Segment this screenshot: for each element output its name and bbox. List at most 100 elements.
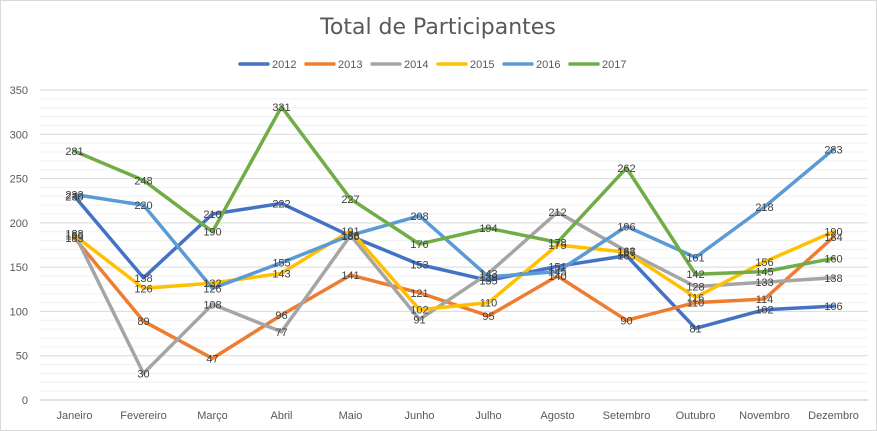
legend-label: 2012 [272,59,296,71]
x-tick-label: Agosto [540,410,574,422]
data-label-2015: 143 [272,268,290,280]
data-label-2013: 141 [341,270,359,282]
y-tick-label: 100 [10,306,28,318]
data-label-2013: 140 [548,271,566,283]
chart-title: Total de Participantes [319,15,556,40]
y-tick-label: 250 [10,174,28,186]
legend: 2012 2013 2014 2015 2016 2017 [238,59,626,71]
data-label-2012: 230 [65,191,83,203]
data-label-2013: 114 [756,294,774,306]
data-label-2015: 102 [410,305,428,317]
data-label-2014: 30 [137,368,149,380]
data-label-2016: 283 [824,144,842,156]
data-label-2012: 222 [272,198,290,210]
x-tick-label: Março [197,410,228,422]
series-line-2013 [72,235,836,361]
legend-label: 2017 [602,59,626,71]
data-label-2015: 191 [341,226,359,238]
legend-item-2015: 2015 [436,59,494,71]
data-label-2013: 90 [620,315,632,327]
data-label-2012: 102 [755,305,773,317]
series-line-2015 [72,229,836,312]
data-label-2012: 163 [617,251,635,263]
data-label-2016: 196 [617,221,635,233]
series-line-2014 [72,210,836,376]
data-label-2013: 121 [410,288,428,300]
data-label-2014: 186 [341,230,359,242]
data-label-2014: 77 [275,327,287,339]
legend-label: 2013 [338,59,362,71]
x-tick-label: Julho [475,410,501,422]
data-label-2016: 145 [548,267,566,279]
data-label-2016: 139 [479,272,497,284]
data-label-2013: 95 [482,311,494,323]
axes: 0 50 100 150 200 250 300 350 Janeiro Fevereiro Mar… [10,85,868,422]
data-label-2014: 91 [413,314,425,326]
data-label-2017: 142 [686,269,704,281]
data-label-2012: 135 [479,275,497,287]
data-label-2016: 218 [755,202,773,214]
data-label-2013: 89 [137,316,149,328]
legend-item-2013: 2013 [304,59,362,71]
data-label-2015: 156 [755,257,773,269]
y-tick-label: 50 [16,351,28,363]
data-label-2012: 106 [824,301,842,313]
data-label-2014: 143 [479,268,497,280]
x-tick-label: Novembro [739,410,790,422]
data-label-2014: 212 [548,207,566,219]
x-tick-label: Setembro [603,410,651,422]
data-label-2016: 220 [134,200,152,212]
x-tick-label: Junho [405,410,435,422]
data-label-2017: 248 [134,175,152,187]
gridlines [40,89,868,392]
data-label-2014: 108 [203,299,221,311]
x-tick-label: Outubro [676,410,716,422]
legend-item-2017: 2017 [568,59,626,71]
data-label-2015: 175 [548,240,566,252]
data-labels: 230 138 210 222 185 153 135 151 163 81 102 106 183 89… [65,102,842,381]
data-label-2012: 185 [341,231,359,243]
data-label-2014: 168 [617,246,635,258]
series-line-2017 [72,105,836,276]
data-label-2012: 210 [203,209,221,221]
data-label-2017: 281 [65,146,83,158]
data-label-2013: 47 [206,353,218,365]
data-label-2015: 167 [617,247,635,259]
y-tick-label: 350 [10,85,28,97]
data-label-2015: 132 [203,278,221,290]
data-label-2017: 194 [479,223,497,235]
y-tick-label: 150 [10,262,28,274]
x-tick-label: Dezembro [808,410,859,422]
data-label-2014: 133 [755,277,773,289]
y-tick-label: 0 [22,395,28,407]
data-label-2016: 161 [686,252,704,264]
data-label-2017: 178 [548,237,566,249]
data-label-2016: 208 [410,211,428,223]
data-label-2013: 183 [65,233,83,245]
series-line-2012 [72,194,836,331]
data-label-2015: 110 [480,298,498,310]
data-label-2014: 138 [824,273,842,285]
data-label-2014: 188 [65,228,83,240]
legend-item-2014: 2014 [370,59,428,71]
data-label-2013: 184 [824,232,842,244]
data-label-2016: 155 [272,258,290,270]
series-line-2016 [72,147,836,291]
x-tick-label: Maio [339,410,363,422]
x-tick-label: Abril [270,410,292,422]
data-label-2012: 151 [548,261,566,273]
data-label-2015: 190 [824,227,842,239]
data-label-2012: 153 [410,259,428,271]
x-tick-label: Janeiro [56,410,92,422]
data-label-2016: 126 [203,283,221,295]
legend-label: 2016 [536,59,560,71]
data-label-2016: 232 [65,190,83,202]
data-label-2013: 110 [687,298,705,310]
data-label-2012: 81 [689,323,701,335]
data-label-2017: 160 [824,253,842,265]
legend-label: 2014 [404,59,428,71]
data-label-2015: 186 [65,230,83,242]
legend-item-2016: 2016 [502,59,560,71]
legend-item-2012: 2012 [238,59,296,71]
data-label-2017: 190 [203,227,221,239]
